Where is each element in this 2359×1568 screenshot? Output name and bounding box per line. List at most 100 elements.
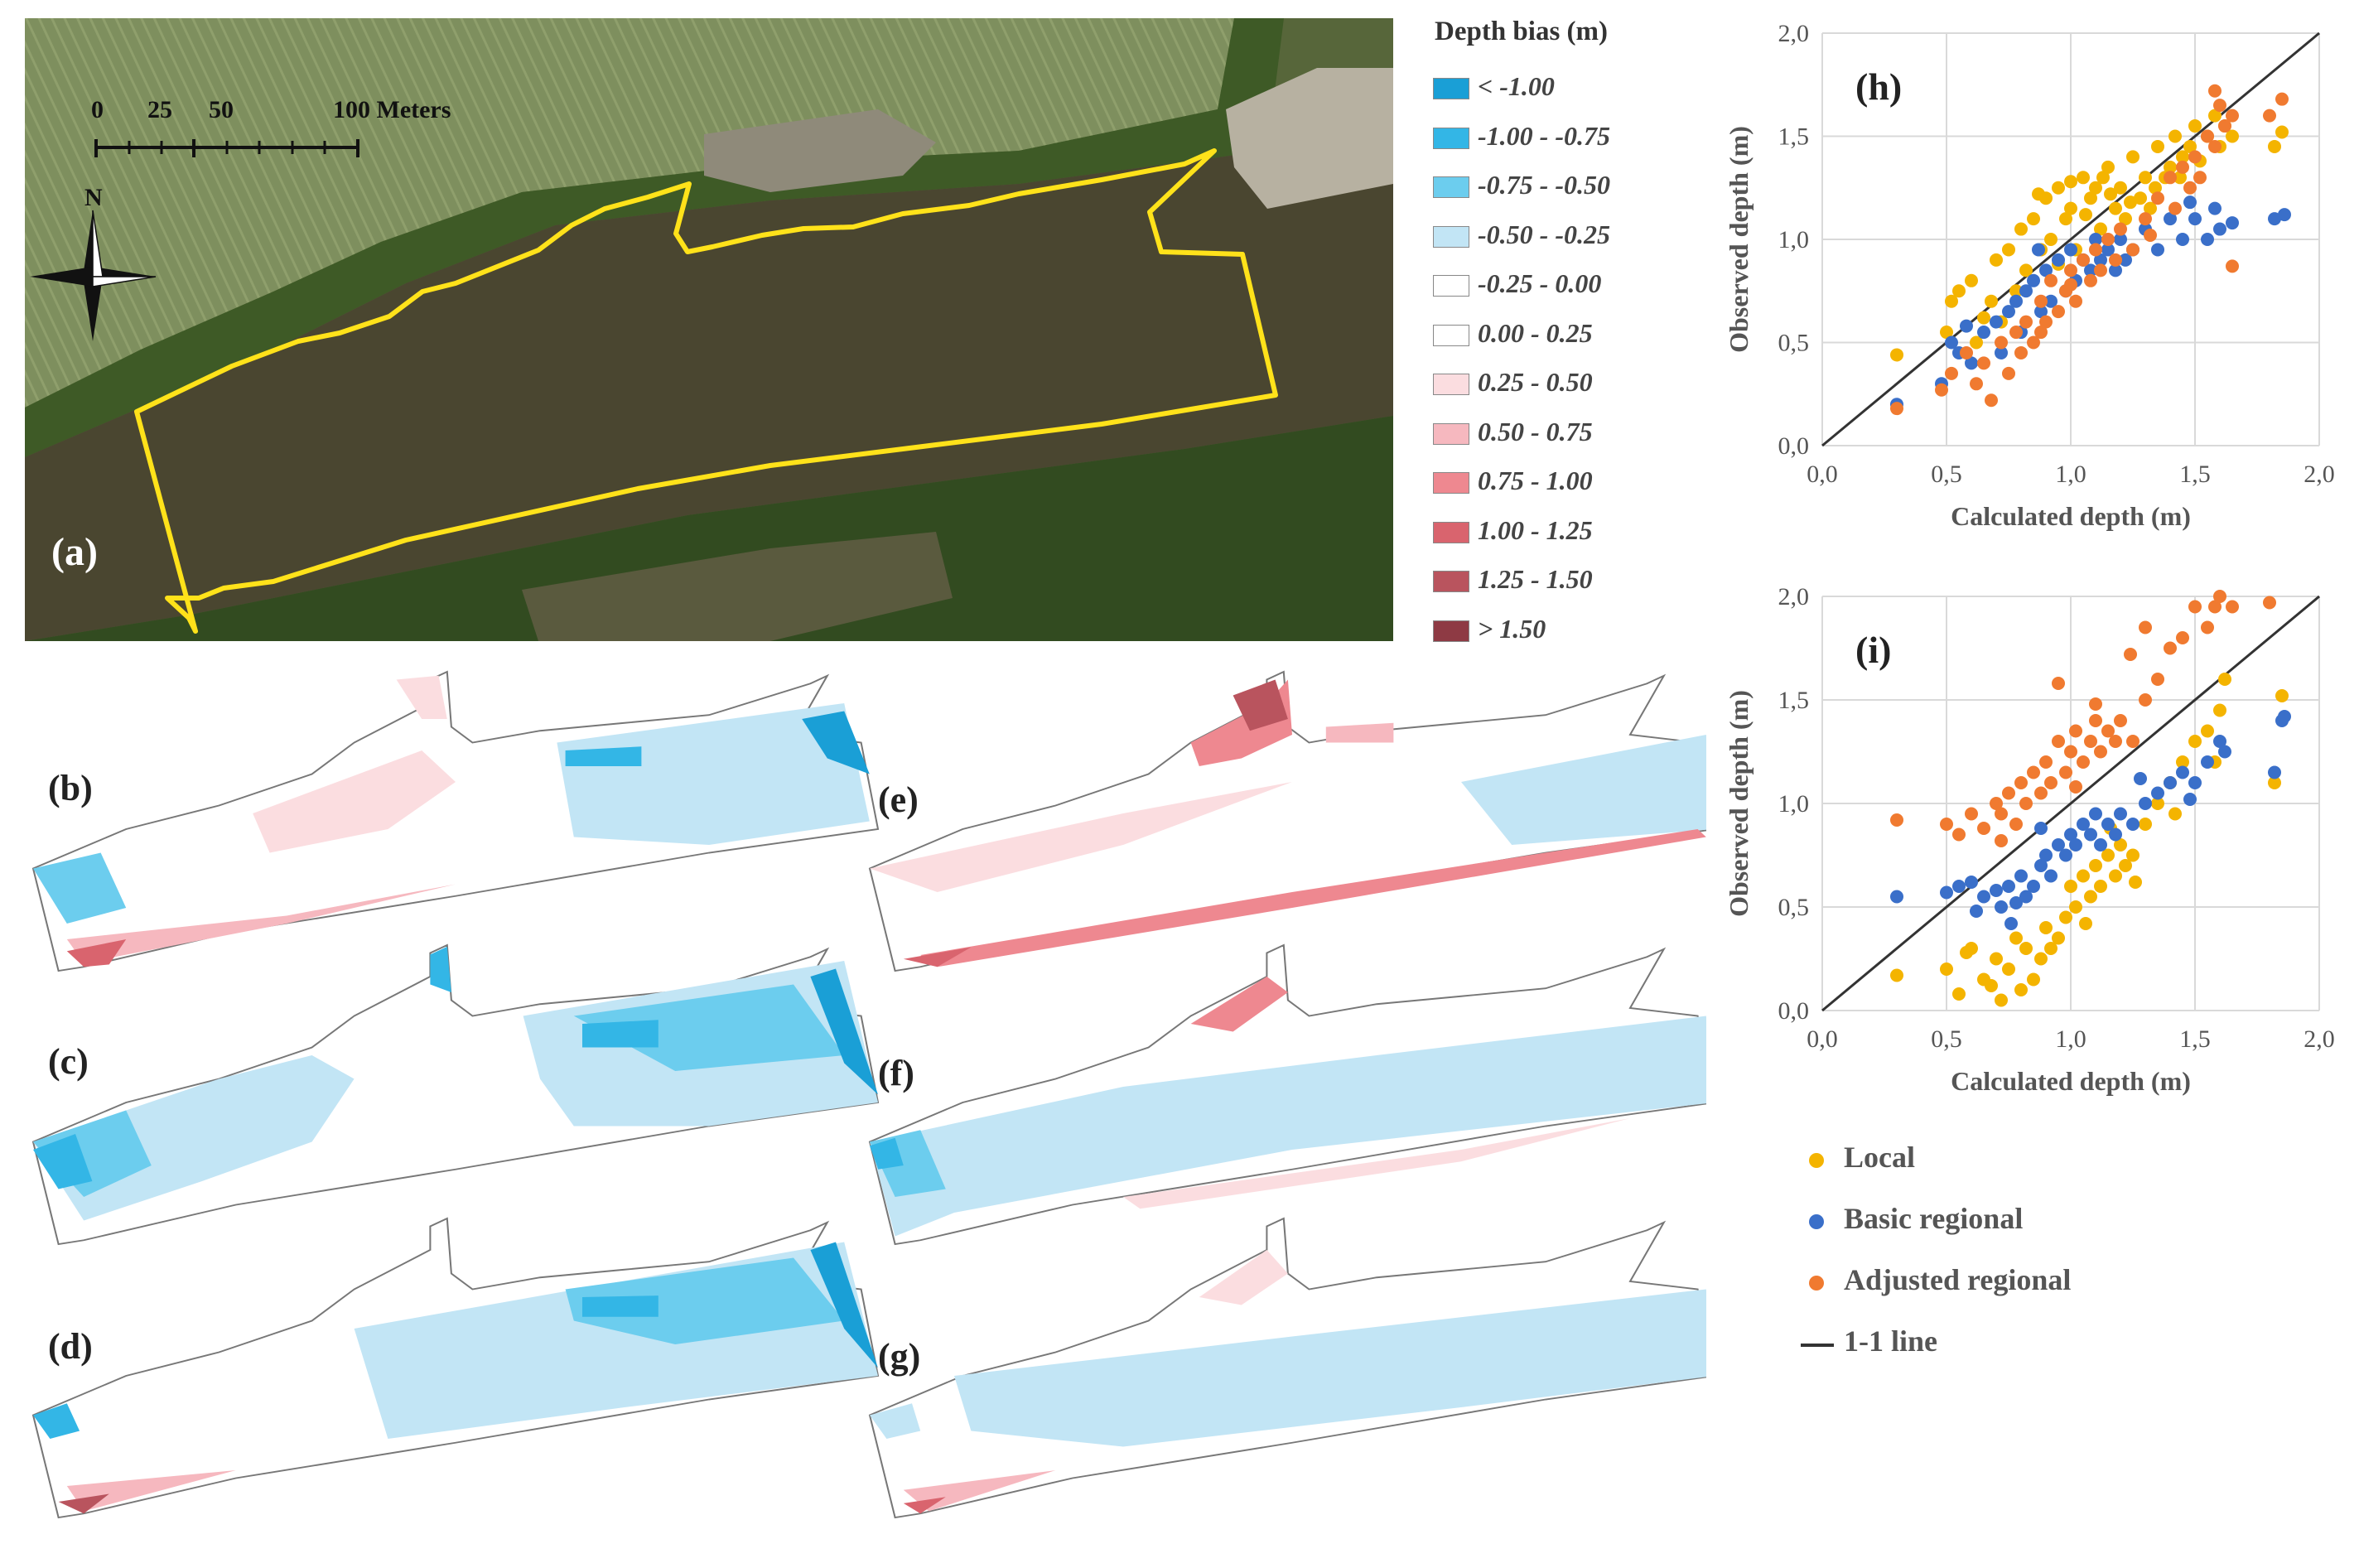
- point-local: [1940, 326, 1953, 340]
- point-local: [1890, 968, 1903, 982]
- point-adjusted-regional: [2201, 129, 2214, 143]
- point-basic-regional: [2027, 273, 2040, 287]
- panel-label-a: (a): [51, 530, 98, 574]
- series-legend-label: Adjusted regional: [1844, 1263, 2072, 1296]
- bias-map-c: [31, 943, 880, 1246]
- series-legend-label: 1-1 line: [1844, 1324, 1937, 1358]
- point-basic-regional: [2094, 838, 2107, 852]
- point-local: [2134, 191, 2147, 205]
- bias-map-g: [868, 1217, 1706, 1519]
- point-basic-regional: [1995, 900, 2008, 914]
- point-local: [2208, 109, 2222, 123]
- north-arrow-icon: N: [30, 184, 157, 341]
- point-adjusted-regional: [2002, 366, 2015, 380]
- point-local: [2096, 171, 2110, 185]
- point-basic-regional: [2176, 233, 2189, 246]
- aerial-photo: 0 25 50 100 Meters N (a): [25, 18, 1393, 641]
- point-local: [2084, 890, 2097, 904]
- point-adjusted-regional: [2201, 620, 2214, 634]
- point-adjusted-regional: [1990, 797, 2003, 810]
- point-basic-regional: [2278, 208, 2291, 222]
- legend-label: > 1.50: [1478, 613, 1546, 644]
- point-adjusted-regional: [2002, 786, 2015, 800]
- point-adjusted-regional: [2188, 600, 2202, 614]
- point-local: [2168, 807, 2182, 821]
- point-basic-regional: [2213, 222, 2226, 236]
- y-axis-label: Observed depth (m): [1724, 126, 1754, 353]
- point-basic-regional: [2139, 797, 2152, 810]
- point-local: [1985, 294, 1998, 308]
- point-adjusted-regional: [2089, 697, 2102, 711]
- point-adjusted-regional: [1965, 807, 1978, 821]
- point-basic-regional: [2114, 233, 2127, 246]
- legend-item: 0.75 - 1.00: [1426, 466, 1700, 499]
- point-local: [2094, 222, 2107, 236]
- point-local: [2077, 869, 2090, 883]
- point-adjusted-regional: [1952, 827, 1966, 842]
- x-tick-label: 0,5: [1931, 1025, 1962, 1053]
- point-adjusted-regional: [2164, 641, 2177, 655]
- point-local: [2218, 673, 2231, 686]
- y-tick-label: 1,0: [1778, 226, 1810, 253]
- point-basic-regional: [1995, 345, 2008, 359]
- point-basic-regional: [2059, 848, 2072, 862]
- point-local: [2064, 880, 2077, 893]
- point-local: [1977, 311, 1990, 325]
- point-basic-regional: [1940, 885, 1953, 900]
- point-basic-regional: [2077, 818, 2090, 831]
- series-legend-label: Basic regional: [1844, 1202, 2024, 1235]
- point-basic-regional: [2218, 745, 2231, 759]
- point-local: [2151, 797, 2164, 810]
- point-adjusted-regional: [2059, 765, 2072, 779]
- point-local: [2176, 150, 2189, 164]
- point-basic-regional: [1977, 326, 1990, 340]
- point-adjusted-regional: [2208, 600, 2222, 614]
- point-adjusted-regional: [2139, 620, 2152, 634]
- point-adjusted-regional: [1960, 345, 1973, 359]
- point-adjusted-regional: [1890, 402, 1903, 416]
- legend-label: -0.25 - 0.00: [1478, 268, 1602, 298]
- point-basic-regional: [2019, 890, 2033, 904]
- legend-swatch: [1433, 620, 1469, 642]
- point-adjusted-regional: [1945, 366, 1958, 380]
- point-local: [2059, 910, 2072, 924]
- point-local: [2104, 187, 2117, 201]
- legend-item: 1.25 - 1.50: [1426, 564, 1700, 597]
- point-basic-regional: [2084, 827, 2097, 842]
- point-local: [2077, 171, 2090, 185]
- point-local: [2032, 187, 2045, 201]
- y-tick-label: 1,0: [1778, 790, 1810, 818]
- point-local: [2144, 201, 2157, 215]
- point-adjusted-regional: [2034, 786, 2048, 800]
- point-adjusted-regional: [2164, 171, 2177, 185]
- point-basic-regional: [2034, 859, 2048, 872]
- point-basic-regional: [2183, 195, 2197, 210]
- point-basic-regional: [2089, 807, 2102, 821]
- point-basic-regional: [2188, 212, 2202, 226]
- point-local: [2168, 129, 2182, 143]
- legend-swatch: [1433, 225, 1469, 248]
- point-basic-regional: [2069, 838, 2082, 852]
- legend-label: 0.75 - 1.00: [1478, 466, 1593, 495]
- point-adjusted-regional: [2263, 596, 2276, 610]
- point-basic-regional: [2176, 765, 2189, 779]
- point-basic-regional: [2044, 869, 2057, 883]
- scatter-chart-h: 0,00,0 0,5 0,5 1,0 1,0 1,5 1,5 2,0 2,0 Calculated…: [1724, 20, 2335, 531]
- point-adjusted-regional: [2176, 160, 2189, 174]
- point-local: [2114, 181, 2127, 195]
- point-basic-regional: [2039, 263, 2053, 277]
- local-marker-icon: [1809, 1153, 1824, 1168]
- series-legend-one-to-one: 1-1 line: [1789, 1319, 2286, 1368]
- point-local: [2079, 917, 2092, 930]
- legend-swatch: [1433, 422, 1469, 445]
- point-local: [2002, 243, 2015, 257]
- point-basic-regional: [1990, 315, 2003, 329]
- panel-label-d: (d): [48, 1326, 93, 1367]
- point-local: [2009, 284, 2023, 298]
- point-adjusted-regional: [2213, 590, 2226, 603]
- point-adjusted-regional: [2094, 745, 2107, 759]
- point-adjusted-regional: [2208, 84, 2222, 98]
- point-adjusted-regional: [2101, 233, 2115, 246]
- y-tick-label: 2,0: [1778, 20, 1810, 47]
- panel-label-e: (e): [878, 779, 919, 820]
